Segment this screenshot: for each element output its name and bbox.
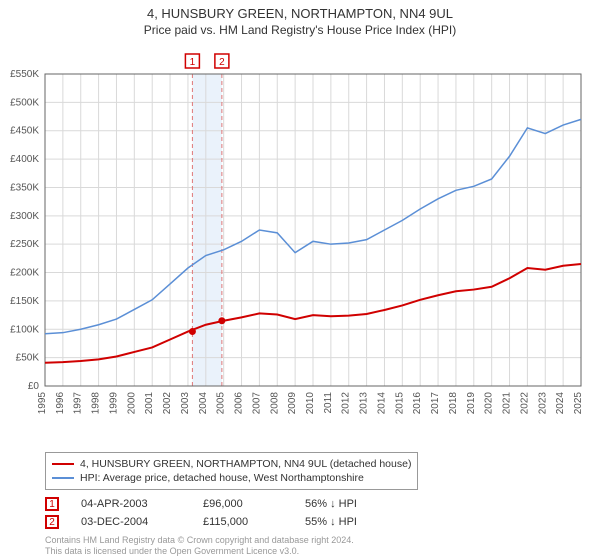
svg-text:£0: £0 — [28, 381, 40, 392]
sale-hpi: 55% ↓ HPI — [305, 516, 385, 528]
legend-swatch — [52, 463, 74, 465]
svg-text:2004: 2004 — [198, 392, 209, 415]
svg-text:2020: 2020 — [484, 392, 495, 415]
title-line1: 4, HUNSBURY GREEN, NORTHAMPTON, NN4 9UL — [0, 6, 600, 21]
svg-text:2021: 2021 — [502, 392, 513, 415]
svg-text:2024: 2024 — [555, 392, 566, 415]
svg-text:1999: 1999 — [108, 392, 119, 415]
chart-area: £0£50K£100K£150K£200K£250K£300K£350K£400… — [45, 50, 585, 420]
svg-text:2010: 2010 — [305, 392, 316, 415]
svg-text:1997: 1997 — [73, 392, 84, 415]
chart-svg: £0 £50K £100K £150K £200K £250K £300K £350K £400… — [3, 50, 585, 420]
svg-text:£100K: £100K — [10, 324, 39, 335]
legend-row: 4, HUNSBURY GREEN, NORTHAMPTON, NN4 9UL … — [52, 457, 411, 471]
svg-text:£350K: £350K — [10, 182, 39, 193]
sale-date: 03-DEC-2004 — [81, 516, 181, 528]
legend-swatch — [52, 477, 74, 479]
legend-row: HPI: Average price, detached house, West… — [52, 471, 411, 485]
svg-text:2006: 2006 — [234, 392, 245, 415]
footer-line1: Contains HM Land Registry data © Crown c… — [45, 535, 354, 546]
svg-text:2019: 2019 — [466, 392, 477, 415]
svg-text:1995: 1995 — [37, 392, 48, 415]
svg-text:1: 1 — [190, 57, 196, 68]
legend-label: 4, HUNSBURY GREEN, NORTHAMPTON, NN4 9UL … — [80, 458, 411, 470]
svg-text:2011: 2011 — [323, 392, 334, 414]
sale-row: 1 04-APR-2003 £96,000 56% ↓ HPI — [45, 495, 385, 513]
svg-text:2014: 2014 — [376, 392, 387, 415]
svg-text:2025: 2025 — [573, 392, 584, 415]
title-block: 4, HUNSBURY GREEN, NORTHAMPTON, NN4 9UL … — [0, 0, 600, 37]
title-line2: Price paid vs. HM Land Registry's House … — [0, 23, 600, 37]
footer-note: Contains HM Land Registry data © Crown c… — [45, 535, 354, 557]
svg-text:2013: 2013 — [359, 392, 370, 415]
svg-text:2022: 2022 — [519, 392, 530, 415]
svg-text:2005: 2005 — [216, 392, 227, 415]
svg-text:2017: 2017 — [430, 392, 441, 415]
svg-text:2023: 2023 — [537, 392, 548, 415]
svg-text:2001: 2001 — [144, 392, 155, 415]
sale-marker: 1 — [45, 497, 59, 511]
sales-table: 1 04-APR-2003 £96,000 56% ↓ HPI 2 03-DEC-2004… — [45, 495, 385, 531]
svg-text:2008: 2008 — [269, 392, 280, 415]
sale-marker: 2 — [45, 515, 59, 529]
svg-text:2002: 2002 — [162, 392, 173, 415]
svg-text:2018: 2018 — [448, 392, 459, 415]
svg-text:2015: 2015 — [394, 392, 405, 415]
sale-date: 04-APR-2003 — [81, 498, 181, 510]
svg-text:2003: 2003 — [180, 392, 191, 415]
sale-row: 2 03-DEC-2004 £115,000 55% ↓ HPI — [45, 513, 385, 531]
chart-container: 4, HUNSBURY GREEN, NORTHAMPTON, NN4 9UL … — [0, 0, 600, 560]
svg-text:£550K: £550K — [10, 69, 39, 80]
svg-text:2012: 2012 — [341, 392, 352, 415]
svg-text:£50K: £50K — [16, 353, 40, 364]
svg-text:£500K: £500K — [10, 97, 39, 108]
svg-text:2016: 2016 — [412, 392, 423, 415]
legend: 4, HUNSBURY GREEN, NORTHAMPTON, NN4 9UL … — [45, 452, 418, 490]
svg-text:2: 2 — [219, 57, 225, 68]
svg-text:2000: 2000 — [126, 392, 137, 415]
svg-text:2007: 2007 — [251, 392, 262, 415]
svg-text:1998: 1998 — [91, 392, 102, 415]
footer-line2: This data is licensed under the Open Gov… — [45, 546, 354, 557]
svg-text:£450K: £450K — [10, 126, 39, 137]
svg-text:£150K: £150K — [10, 296, 39, 307]
legend-label: HPI: Average price, detached house, West… — [80, 472, 364, 484]
svg-text:2009: 2009 — [287, 392, 298, 415]
svg-text:£200K: £200K — [10, 268, 39, 279]
svg-text:£300K: £300K — [10, 211, 39, 222]
svg-text:£250K: £250K — [10, 239, 39, 250]
svg-text:£400K: £400K — [10, 154, 39, 165]
svg-text:1996: 1996 — [55, 392, 66, 415]
sale-price: £96,000 — [203, 498, 283, 510]
sale-hpi: 56% ↓ HPI — [305, 498, 385, 510]
sale-price: £115,000 — [203, 516, 283, 528]
